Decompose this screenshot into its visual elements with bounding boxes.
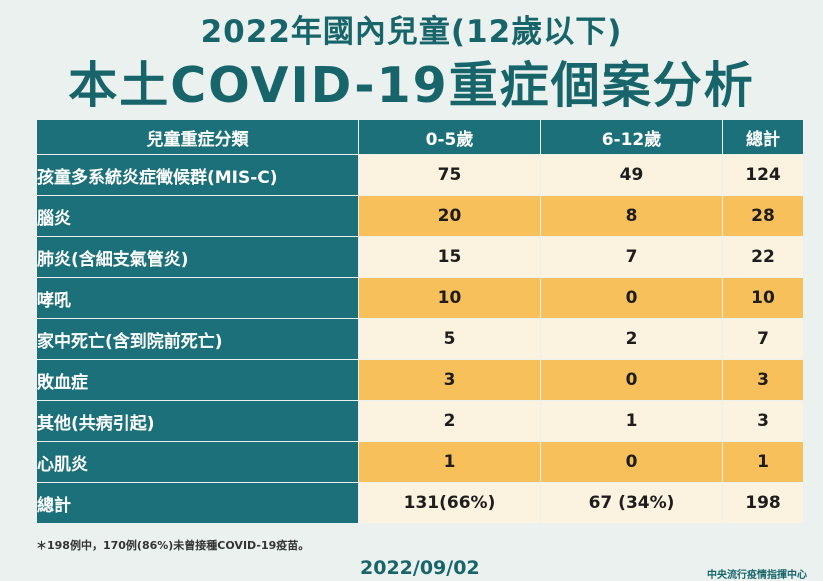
row-age-6-12: 7 xyxy=(540,236,723,278)
page-title-line-1: 2022年國內兒童(12歲以下) xyxy=(200,14,623,50)
row-category: 總計 xyxy=(36,482,359,524)
table-row: 腦炎 20 8 28 xyxy=(36,195,804,237)
row-category: 孩童多系統炎症徵候群(MIS-C) xyxy=(36,154,359,196)
table-row: 其他(共病引起) 2 1 3 xyxy=(36,400,804,442)
row-age-6-12: 1 xyxy=(540,400,723,442)
row-total: 198 xyxy=(722,482,804,524)
row-total: 3 xyxy=(722,400,804,442)
table-total-row: 總計 131(66%) 67 (34%) 198 xyxy=(36,482,804,524)
row-total: 124 xyxy=(722,154,804,196)
row-total: 7 xyxy=(722,318,804,360)
row-age-0-5: 10 xyxy=(358,277,541,319)
row-age-0-5: 15 xyxy=(358,236,541,278)
table-row: 家中死亡(含到院前死亡) 5 2 7 xyxy=(36,318,804,360)
header-age-6-12: 6-12歲 xyxy=(540,119,723,155)
severe-cases-table: 兒童重症分類 0-5歲 6-12歲 總計 孩童多系統炎症徵候群(MIS-C) 7… xyxy=(36,119,804,524)
row-age-6-12: 67 (34%) xyxy=(540,482,723,524)
row-age-0-5: 131(66%) xyxy=(358,482,541,524)
row-total: 22 xyxy=(722,236,804,278)
row-age-6-12: 8 xyxy=(540,195,723,237)
table-header-row: 兒童重症分類 0-5歲 6-12歲 總計 xyxy=(36,119,804,155)
row-age-6-12: 0 xyxy=(540,359,723,401)
row-age-0-5: 75 xyxy=(358,154,541,196)
row-age-6-12: 0 xyxy=(540,441,723,483)
table-row: 肺炎(含細支氣管炎) 15 7 22 xyxy=(36,236,804,278)
table-row: 孩童多系統炎症徵候群(MIS-C) 75 49 124 xyxy=(36,154,804,196)
release-date: 2022/09/02 xyxy=(360,557,480,579)
row-age-0-5: 5 xyxy=(358,318,541,360)
row-total: 10 xyxy=(722,277,804,319)
row-category: 敗血症 xyxy=(36,359,359,401)
row-age-0-5: 2 xyxy=(358,400,541,442)
row-age-6-12: 49 xyxy=(540,154,723,196)
row-age-0-5: 20 xyxy=(358,195,541,237)
row-category: 家中死亡(含到院前死亡) xyxy=(36,318,359,360)
table-row: 哮吼 10 0 10 xyxy=(36,277,804,319)
row-age-6-12: 0 xyxy=(540,277,723,319)
row-total: 28 xyxy=(722,195,804,237)
row-total: 1 xyxy=(722,441,804,483)
row-category: 其他(共病引起) xyxy=(36,400,359,442)
footnote: ＊198例中，170例(86%)未曾接種COVID-19疫苗。 xyxy=(36,539,310,552)
row-age-6-12: 2 xyxy=(540,318,723,360)
header-total: 總計 xyxy=(722,119,804,155)
table-row: 敗血症 3 0 3 xyxy=(36,359,804,401)
header-age-0-5: 0-5歲 xyxy=(358,119,541,155)
row-age-0-5: 3 xyxy=(358,359,541,401)
row-category: 肺炎(含細支氣管炎) xyxy=(36,236,359,278)
row-category: 心肌炎 xyxy=(36,441,359,483)
row-age-0-5: 1 xyxy=(358,441,541,483)
row-total: 3 xyxy=(722,359,804,401)
row-category: 腦炎 xyxy=(36,195,359,237)
row-category: 哮吼 xyxy=(36,277,359,319)
table-row: 心肌炎 1 0 1 xyxy=(36,441,804,483)
agency-name: 中央流行疫情指揮中心 xyxy=(707,570,807,581)
page-title-line-2: 本土COVID-19重症個案分析 xyxy=(68,57,755,114)
header-category: 兒童重症分類 xyxy=(36,119,359,155)
